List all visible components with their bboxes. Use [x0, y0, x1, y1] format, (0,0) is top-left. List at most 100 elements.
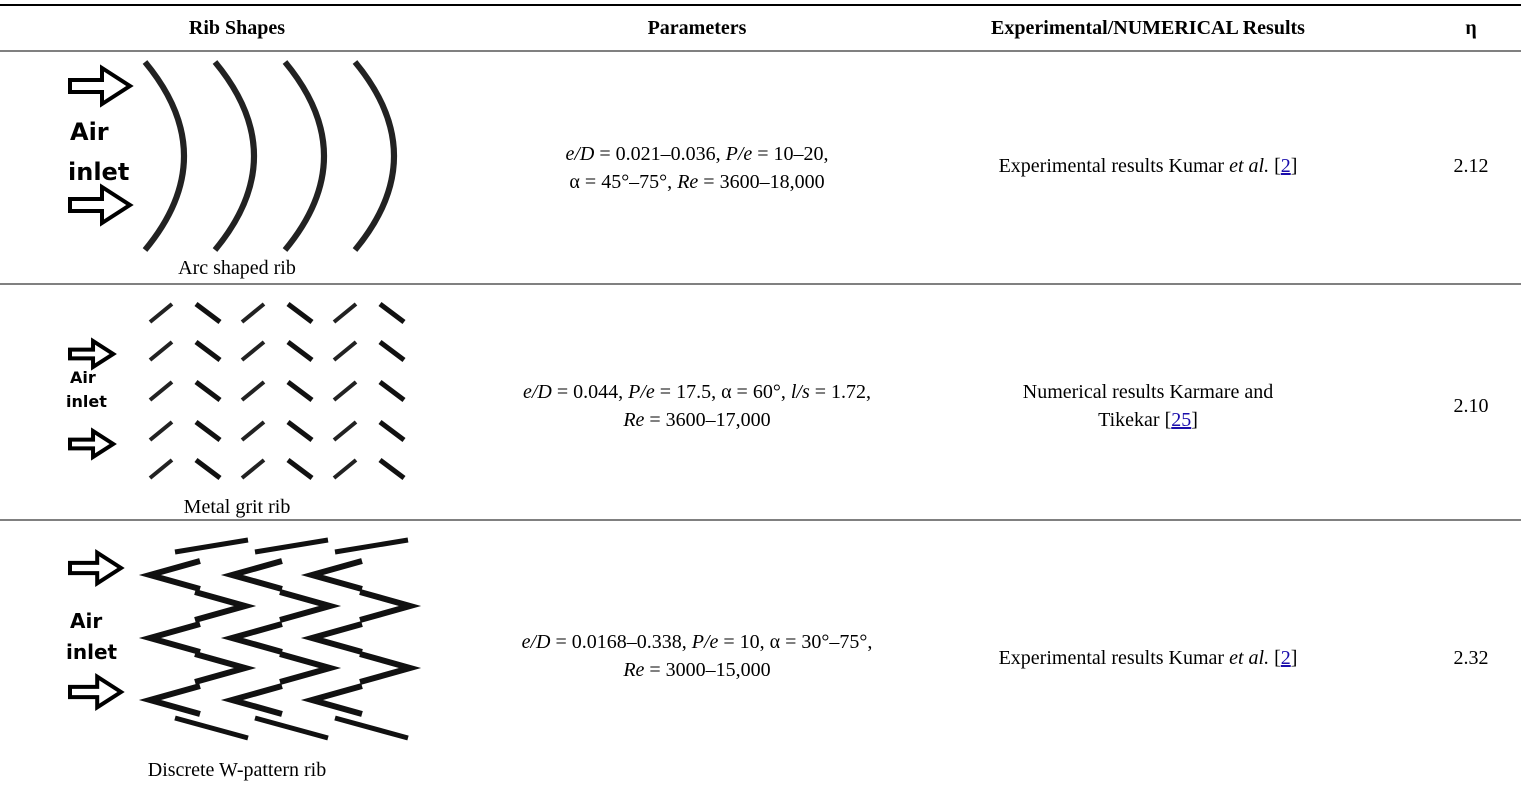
arrow-icon	[68, 549, 125, 587]
text: et al.	[1229, 647, 1270, 669]
symbol: Re	[677, 171, 699, 193]
w-rib	[254, 715, 329, 741]
text: = 0.0168–0.338,	[550, 631, 692, 653]
w-rib	[138, 621, 201, 655]
w-rib	[174, 537, 249, 555]
arc-rib	[282, 60, 327, 252]
w-rib	[300, 683, 363, 717]
text: ]	[1290, 647, 1298, 669]
results-cell: Experimental results Kumar et al. [2]	[999, 152, 1298, 180]
w-rib	[138, 683, 201, 717]
header-cell: Parameters	[647, 17, 747, 39]
arc-rib	[142, 60, 187, 252]
w-rib	[300, 621, 363, 655]
grit-rib	[378, 420, 406, 442]
symbol: Re	[623, 409, 645, 431]
text: Numerical results Karmare and	[1022, 381, 1274, 403]
header-cell: η	[1465, 17, 1477, 39]
text: = 3000–15,000	[644, 659, 771, 681]
grit-rib	[194, 420, 222, 442]
text: α = 45°–75°,	[569, 171, 678, 193]
shape-caption: Metal grit rib	[183, 496, 291, 518]
reference-link[interactable]: 2	[1280, 155, 1291, 177]
w-rib	[334, 537, 409, 555]
grit-rib	[332, 340, 358, 362]
text: = 17.5, α = 60°,	[654, 381, 791, 403]
grit-rib	[148, 340, 174, 362]
symbol: P/e	[725, 143, 753, 165]
w-rib	[359, 589, 422, 623]
text: Tikekar [	[1098, 409, 1172, 431]
grit-rib	[286, 302, 314, 324]
grit-rib	[148, 380, 174, 402]
text: = 10, α = 30°–75°,	[718, 631, 873, 653]
w-rib	[194, 589, 257, 623]
w-rib	[300, 558, 363, 592]
text: [	[1269, 647, 1281, 669]
arc-rib	[212, 60, 257, 252]
w-rib	[279, 589, 342, 623]
header-cell: Experimental/NUMERICAL Results	[991, 17, 1305, 39]
text: Experimental results Kumar	[998, 647, 1230, 669]
symbol: Re	[623, 659, 645, 681]
text: [	[1269, 155, 1281, 177]
w-rib	[359, 651, 422, 685]
results-cell: Numerical results Karmare and Tikekar [25…	[1023, 378, 1273, 434]
arrow-icon	[68, 183, 134, 227]
grit-rib	[286, 340, 314, 362]
arrow-icon	[68, 673, 125, 711]
grit-rib	[240, 420, 266, 442]
image-label: Air	[70, 368, 96, 387]
header-cell: Rib Shapes	[188, 17, 286, 39]
reference-link[interactable]: 25	[1171, 409, 1192, 431]
reference-link[interactable]: 2	[1280, 647, 1291, 669]
shape-caption: Discrete W-pattern rib	[147, 759, 327, 781]
symbol: e/D	[522, 381, 552, 403]
grit-rib	[378, 458, 406, 480]
grit-rib	[286, 420, 314, 442]
grit-rib	[378, 302, 406, 324]
image-label: Air	[70, 609, 102, 633]
symbol: P/e	[628, 381, 655, 403]
grit-rib	[332, 380, 358, 402]
symbol: e/D	[521, 631, 551, 653]
arrow-icon	[67, 337, 117, 371]
w-rib	[334, 715, 409, 741]
text: = 0.021–0.036,	[594, 143, 726, 165]
grit-rib	[332, 420, 358, 442]
eta-cell: 2.12	[1453, 155, 1489, 177]
parameters-cell: e/D = 0.0168–0.338, P/e = 10, α = 30°–75…	[522, 628, 873, 684]
grit-rib	[240, 380, 266, 402]
text: = 3600–18,000	[698, 171, 825, 193]
symbol: e/D	[565, 143, 595, 165]
arc-rib	[352, 60, 397, 252]
text: et al.	[1229, 155, 1270, 177]
results-cell: Experimental results Kumar et al. [2]	[999, 644, 1298, 672]
grit-rib	[240, 458, 266, 480]
text: ]	[1290, 155, 1298, 177]
w-rib	[194, 651, 257, 685]
grit-rib	[194, 458, 222, 480]
parameters-cell: e/D = 0.021–0.036, P/e = 10–20, α = 45°–7…	[565, 140, 828, 196]
w-rib	[254, 537, 329, 555]
grit-rib	[332, 302, 358, 324]
grit-rib	[194, 340, 222, 362]
grit-rib	[240, 302, 266, 324]
parameters-cell: e/D = 0.044, P/e = 17.5, α = 60°, l/s = …	[523, 378, 871, 434]
grit-rib	[286, 458, 314, 480]
w-rib	[279, 651, 342, 685]
eta-cell: 2.10	[1453, 395, 1489, 417]
image-label: inlet	[68, 158, 129, 186]
text: = 1.72,	[809, 381, 872, 403]
image-label: inlet	[66, 392, 107, 411]
text: = 3600–17,000	[644, 409, 771, 431]
text: = 0.044,	[551, 381, 629, 403]
grit-rib	[194, 380, 222, 402]
text: Experimental results Kumar	[998, 155, 1230, 177]
symbol: l/s	[790, 381, 810, 403]
grit-rib	[378, 380, 406, 402]
grit-rib	[194, 302, 222, 324]
w-rib	[174, 715, 249, 741]
grit-rib	[148, 302, 174, 324]
